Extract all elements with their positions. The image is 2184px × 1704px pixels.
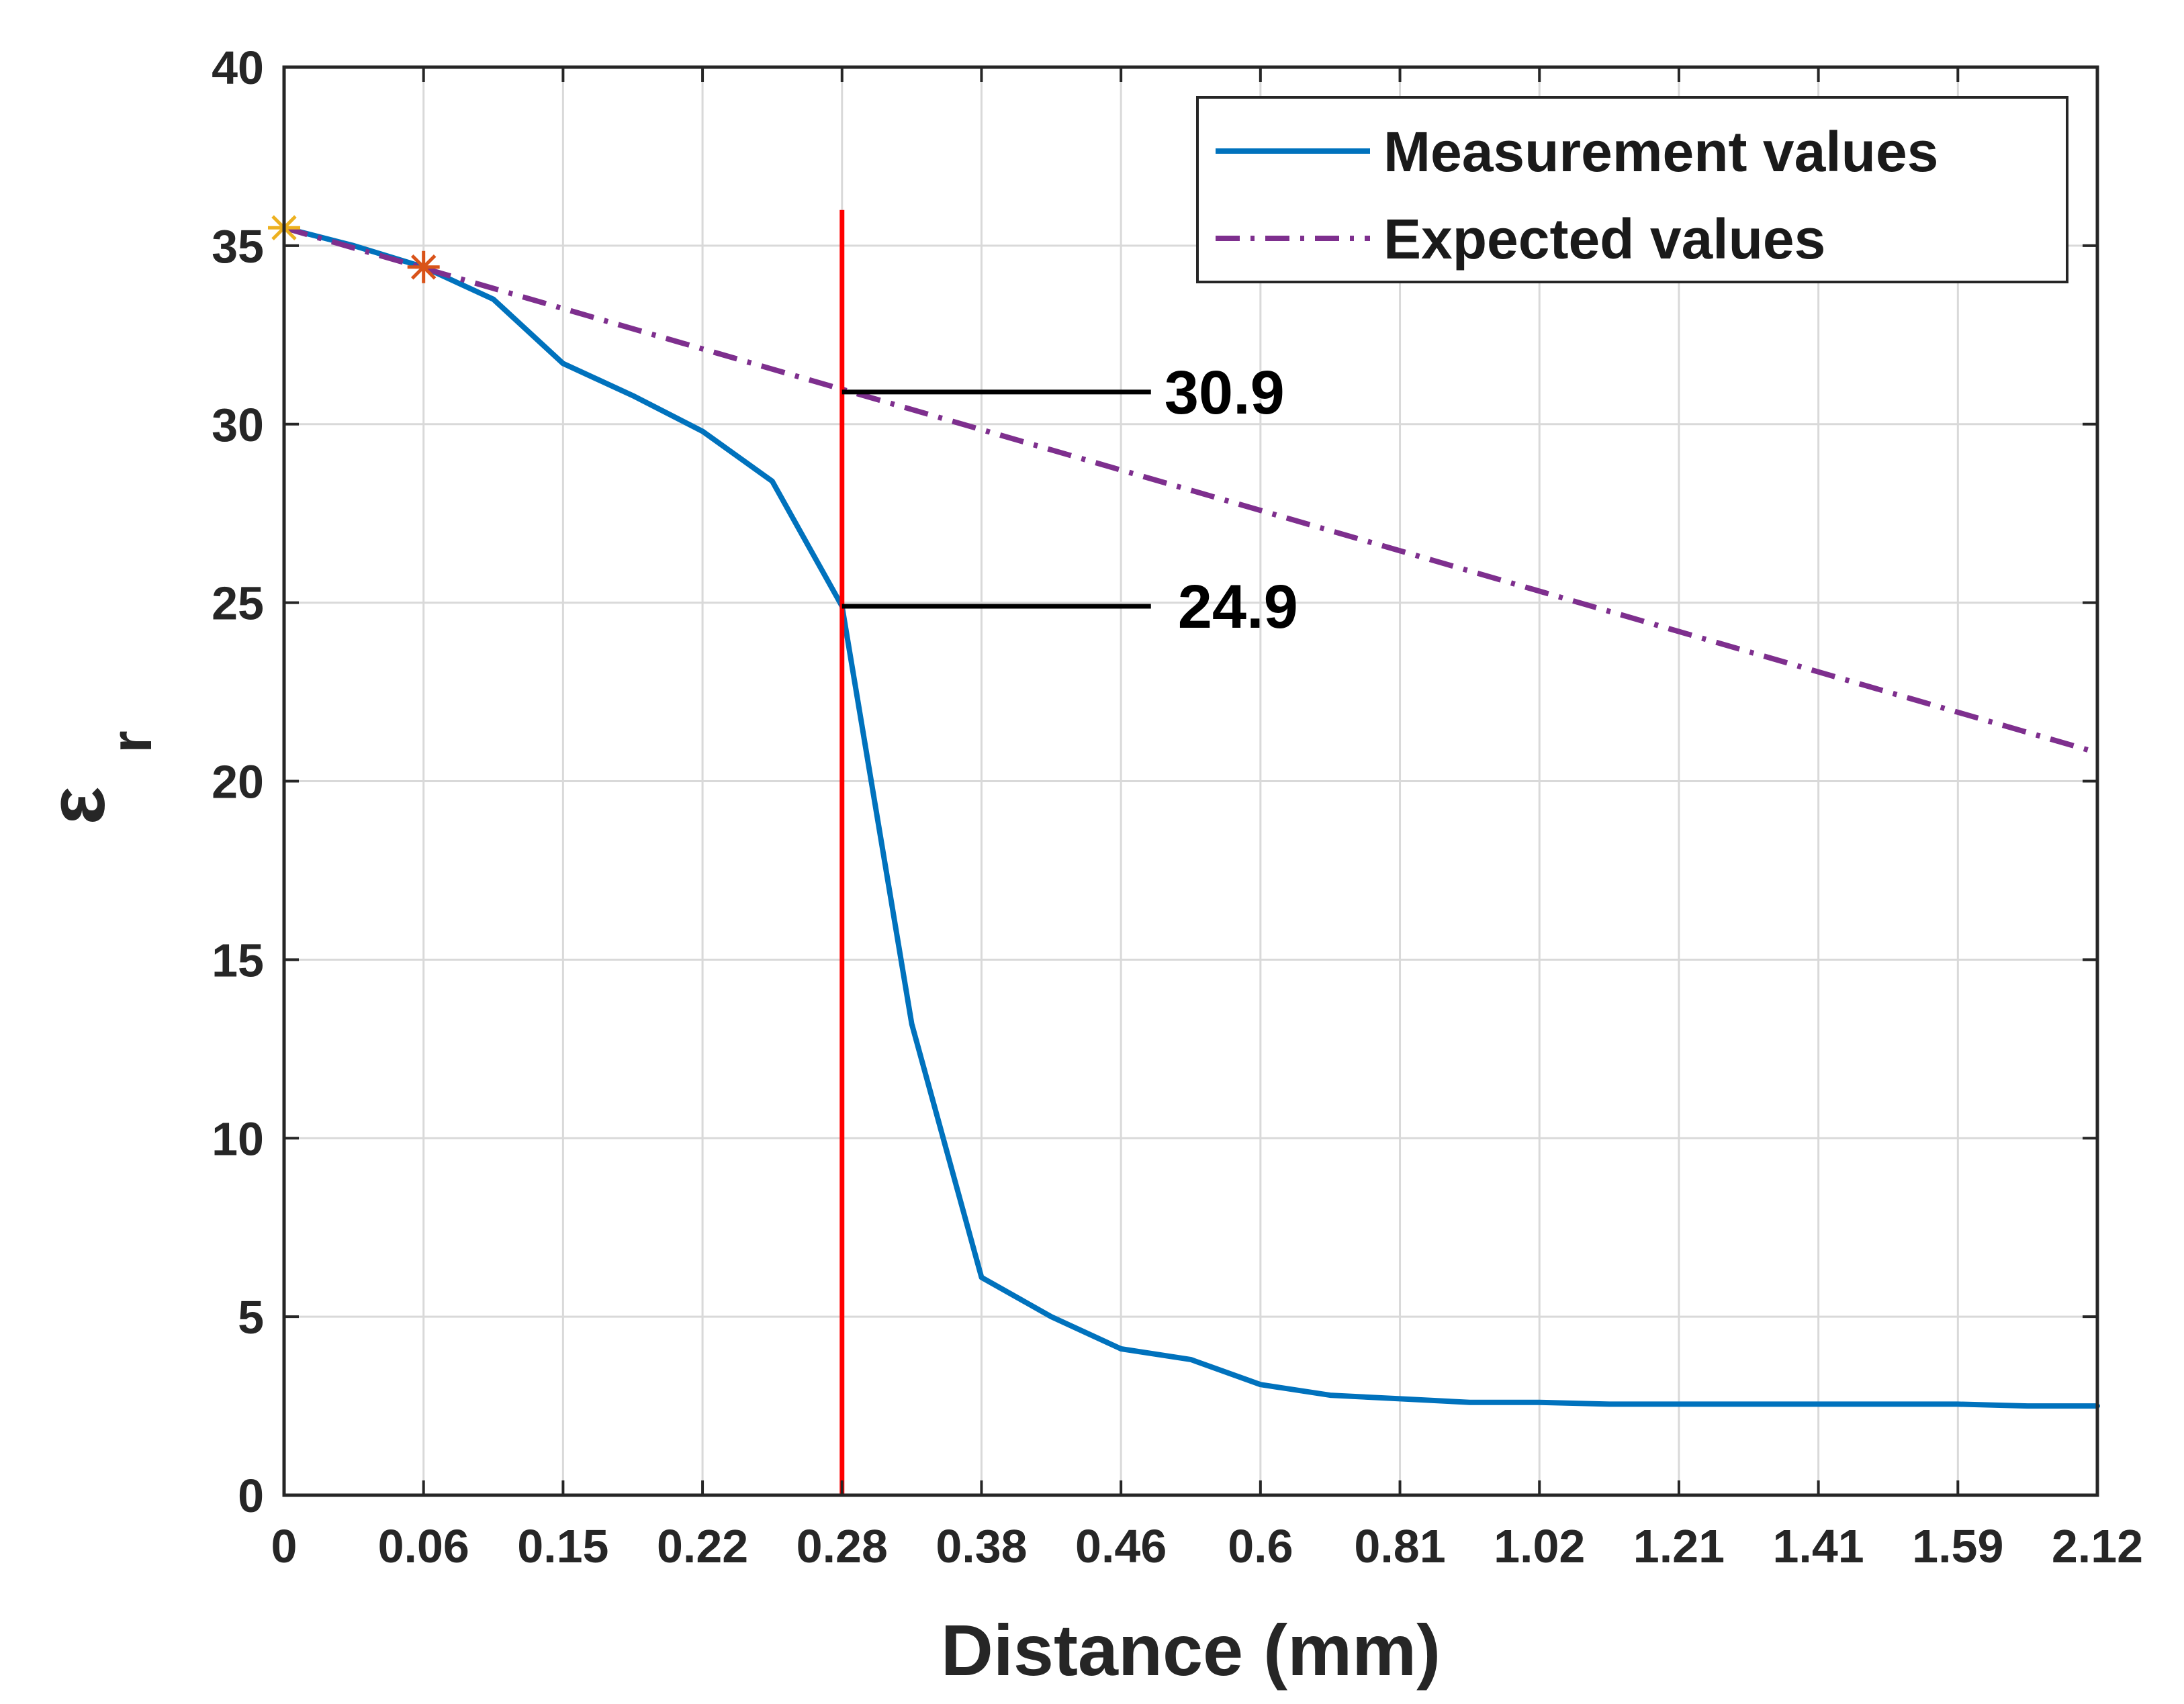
y-tick-label: 20 xyxy=(212,756,264,808)
y-tick-label: 40 xyxy=(212,42,264,94)
y-tick-label: 35 xyxy=(212,220,264,273)
y-tick-label: 25 xyxy=(212,577,264,630)
x-tick-label: 1.59 xyxy=(1912,1520,2003,1572)
y-axis-label: ε r xyxy=(32,730,164,824)
asterisk-marker xyxy=(407,250,440,283)
axes xyxy=(282,65,2099,1497)
legend-label-expected: Expected values xyxy=(1383,207,1825,271)
y-axis-label-symbol: ε xyxy=(32,787,122,825)
x-tick-label: 0.22 xyxy=(657,1520,748,1572)
legend: Measurement values Expected values xyxy=(1196,96,2068,283)
y-tick-label: 0 xyxy=(238,1470,264,1522)
legend-box xyxy=(1196,96,2068,283)
annotation-value: 24.9 xyxy=(1178,573,1298,641)
x-tick-label: 0.6 xyxy=(1228,1520,1293,1572)
grid xyxy=(284,67,2097,1495)
x-tick-label: 0.38 xyxy=(936,1520,1027,1572)
measurement-series-line xyxy=(281,225,2100,1409)
x-tick-label: 0 xyxy=(271,1520,298,1572)
tick-labels: 0 0.06 0.15 0.22 0.28 0.38 0.46 0.6 0.81 1.02 1.21… xyxy=(212,42,2143,1572)
annotations: 30.9 24.9 xyxy=(841,359,1298,641)
y-tick-label: 10 xyxy=(212,1113,264,1165)
x-tick-label: 1.02 xyxy=(1494,1520,1585,1572)
x-tick-label: 0.06 xyxy=(378,1520,469,1572)
x-tick-label: 0.46 xyxy=(1075,1520,1167,1572)
annotation-value: 30.9 xyxy=(1165,359,1285,427)
legend-label-measurement: Measurement values xyxy=(1383,120,1938,183)
series-layer xyxy=(268,209,2100,1495)
asterisk-stroke xyxy=(410,254,437,280)
x-tick-label: 2.12 xyxy=(2052,1520,2143,1572)
x-tick-label: 0.15 xyxy=(517,1520,608,1572)
y-axis-label-subscript: r xyxy=(99,730,164,753)
x-tick-label: 1.21 xyxy=(1633,1520,1725,1572)
axes-box xyxy=(282,65,2099,1497)
expected-series-line xyxy=(283,225,2099,755)
x-tick-label: 1.41 xyxy=(1772,1520,1864,1572)
y-tick-label: 15 xyxy=(212,934,264,986)
x-axis-label: Distance (mm) xyxy=(941,1609,1441,1691)
x-tick-label: 0.28 xyxy=(797,1520,888,1572)
x-tick-label: 0.81 xyxy=(1354,1520,1445,1572)
y-tick-label: 5 xyxy=(238,1291,264,1343)
y-tick-label: 30 xyxy=(212,399,264,451)
